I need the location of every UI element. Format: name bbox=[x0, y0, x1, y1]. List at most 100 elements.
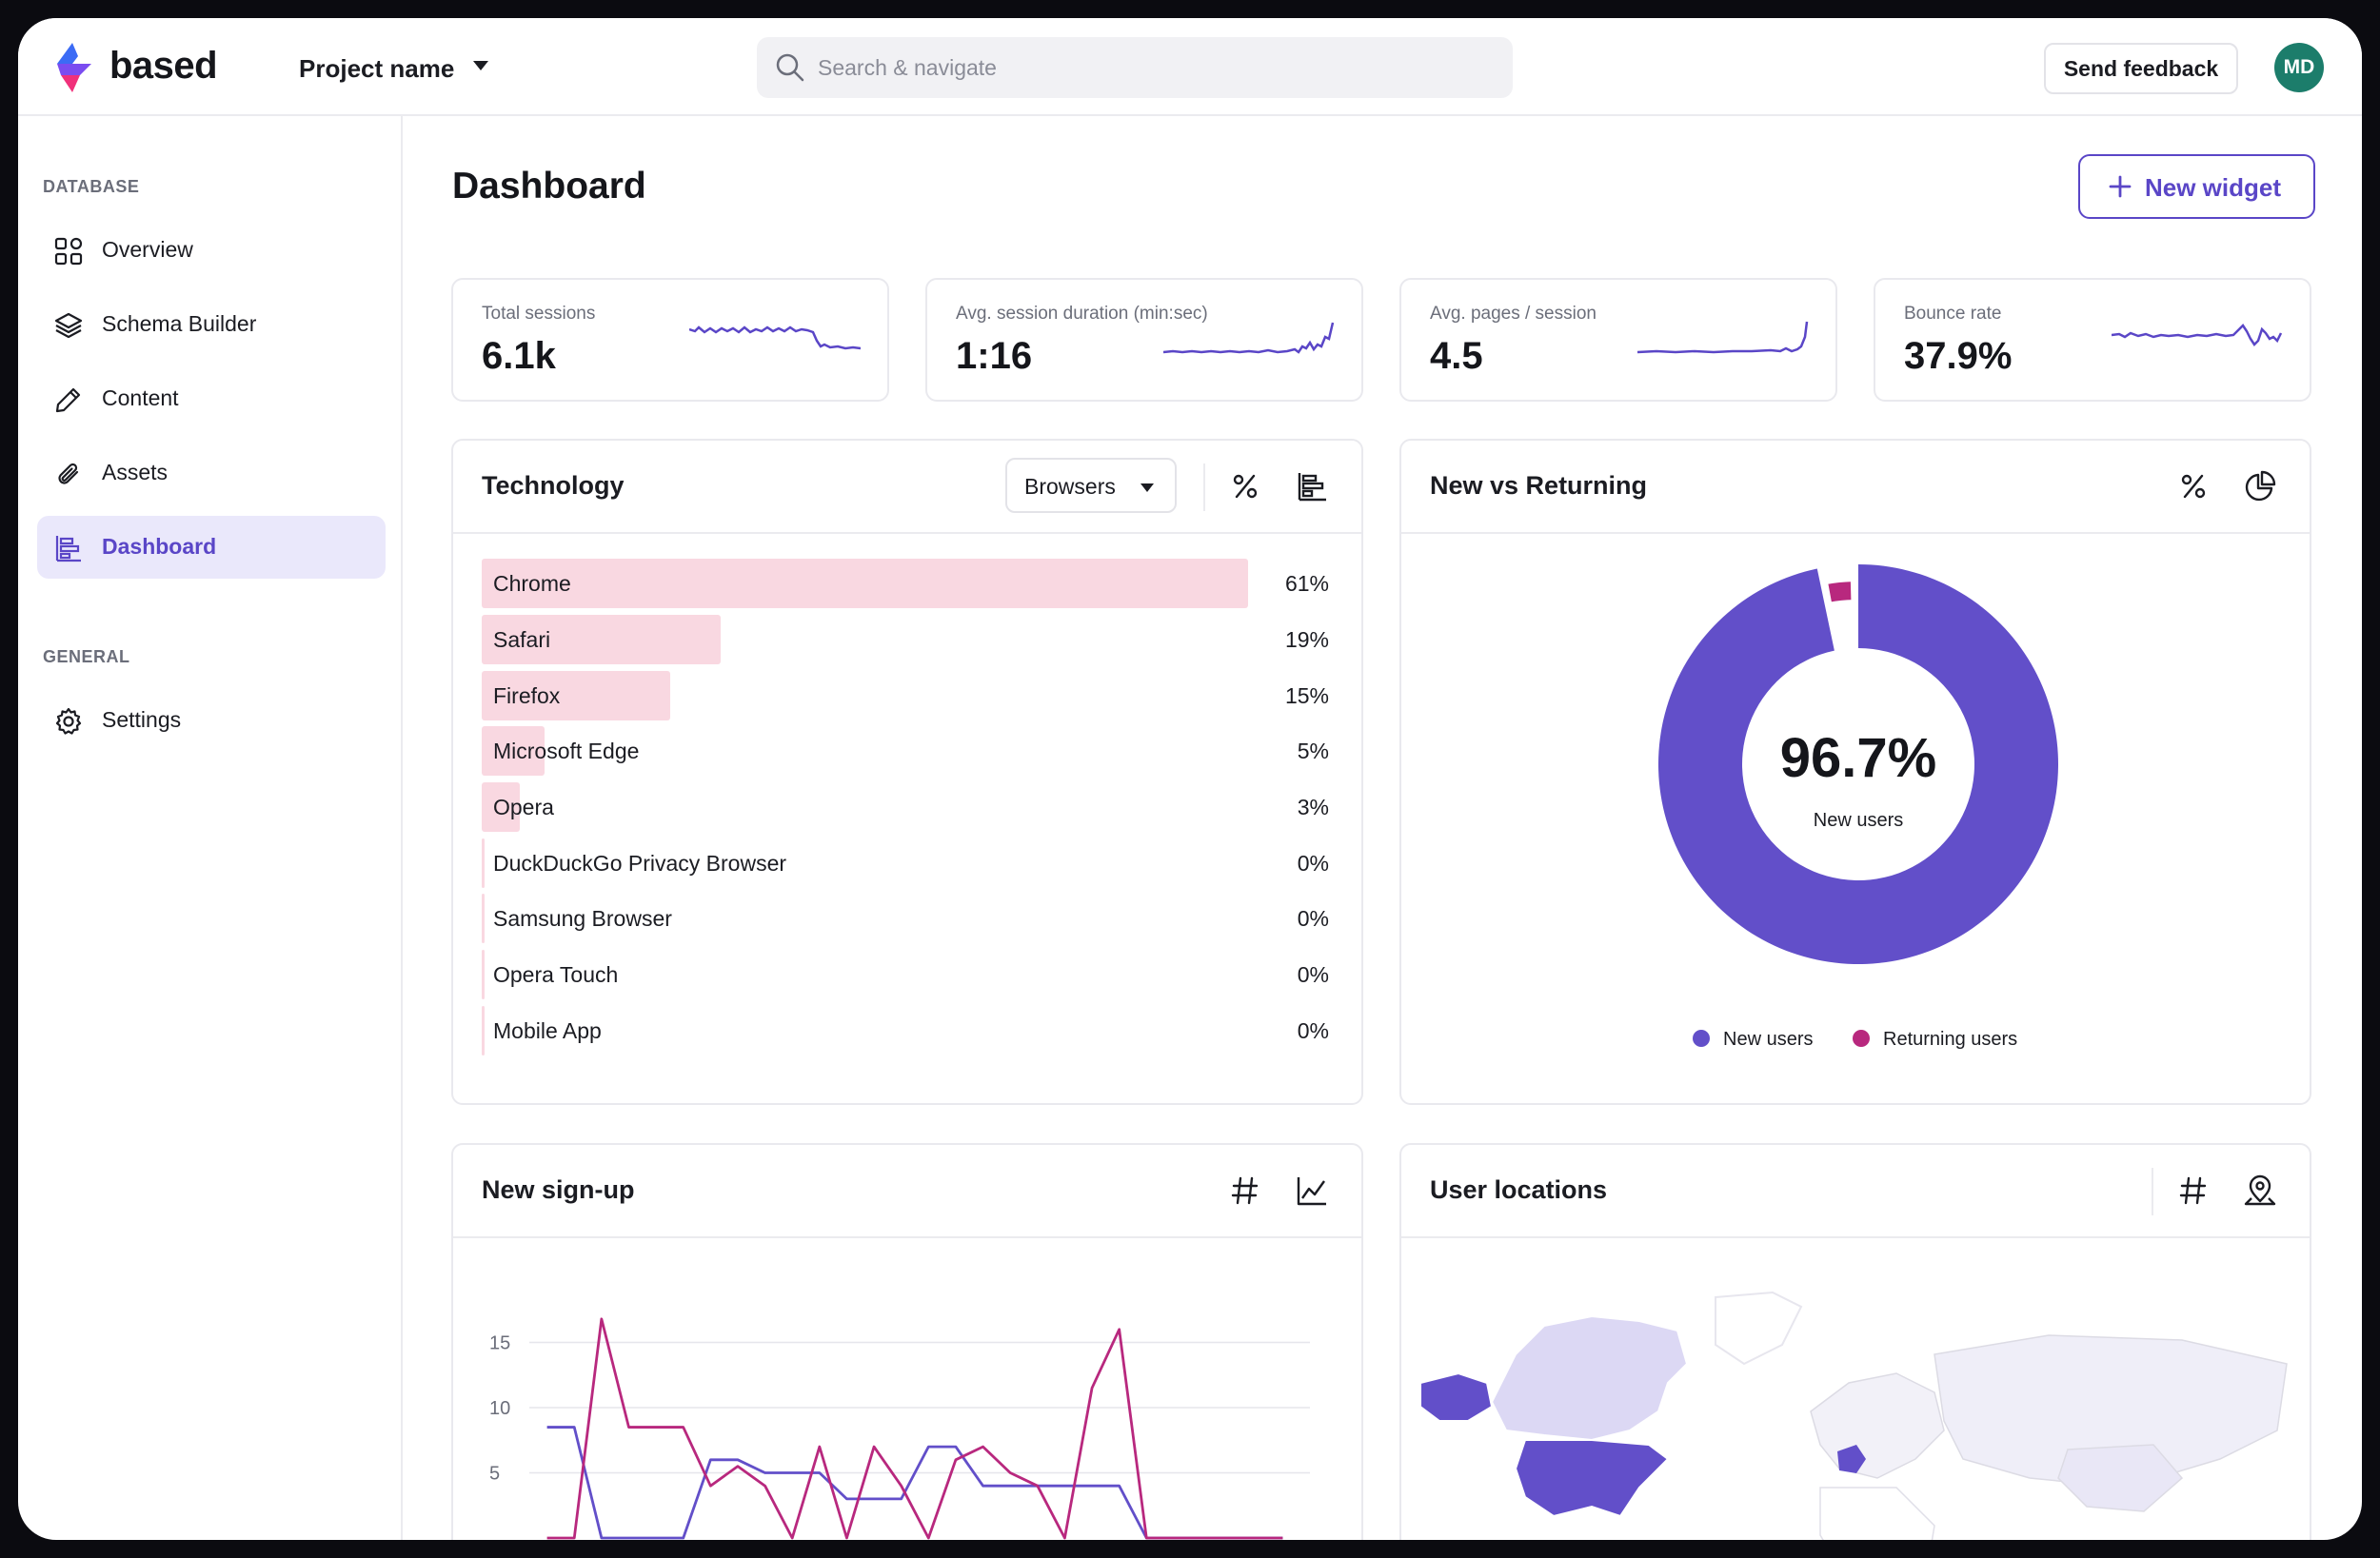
browser-label: DuckDuckGo Privacy Browser bbox=[493, 851, 787, 876]
bar-fill bbox=[482, 726, 545, 776]
card-title: New sign-up bbox=[482, 1175, 635, 1204]
browser-value: 61% bbox=[1284, 571, 1329, 596]
browsers-select[interactable]: Browsers bbox=[1005, 458, 1177, 513]
map-canada bbox=[1490, 1314, 1689, 1442]
avatar[interactable]: MD bbox=[2274, 43, 2324, 92]
sidebar-item-assets[interactable]: Assets bbox=[37, 442, 386, 504]
hash-icon[interactable] bbox=[1224, 1170, 1266, 1212]
browser-row[interactable]: Opera 3% bbox=[482, 782, 1329, 832]
card-header: Technology Browsers bbox=[453, 441, 1361, 534]
new-signup-card: New sign-up 5 10 15 bbox=[451, 1143, 1363, 1540]
sidebar: DATABASE Overview Schema Builder Content… bbox=[18, 116, 403, 1540]
legend-label: New users bbox=[1723, 1029, 1814, 1050]
sidebar-item-dashboard[interactable]: Dashboard bbox=[37, 516, 386, 579]
series-line-0[interactable] bbox=[546, 1426, 1283, 1540]
bar-fill bbox=[482, 894, 485, 943]
browser-label: Opera Touch bbox=[493, 962, 619, 987]
sparkline bbox=[689, 325, 861, 350]
percent-icon[interactable] bbox=[1224, 465, 1266, 507]
kpi-value: 37.9% bbox=[1904, 335, 2013, 377]
map-alaska bbox=[1419, 1371, 1494, 1422]
browser-value: 5% bbox=[1297, 739, 1329, 763]
new-vs-returning-card: New vs Returning 96.7% New users New use… bbox=[1399, 439, 2311, 1105]
divider bbox=[1203, 463, 1205, 511]
search-input[interactable] bbox=[818, 37, 1484, 98]
browser-row[interactable]: DuckDuckGo Privacy Browser 0% bbox=[482, 838, 1329, 888]
browser-row[interactable]: Opera Touch 0% bbox=[482, 950, 1329, 999]
sidebar-item-settings[interactable]: Settings bbox=[37, 689, 386, 752]
browser-value: 0% bbox=[1297, 962, 1329, 987]
send-feedback-button[interactable]: Send feedback bbox=[2044, 43, 2238, 94]
browser-value: 19% bbox=[1284, 627, 1329, 652]
world-map bbox=[1419, 1291, 2288, 1540]
pencil-icon bbox=[55, 387, 81, 413]
app-window: based Project name Send feedback MD DATA… bbox=[18, 18, 2362, 1540]
paperclip-icon bbox=[58, 463, 79, 484]
browser-row[interactable]: Microsoft Edge 5% bbox=[482, 726, 1329, 776]
browser-row[interactable]: Samsung Browser 0% bbox=[482, 894, 1329, 943]
signup-line-chart: 5 10 15 bbox=[489, 1317, 1310, 1540]
browser-label: Safari bbox=[493, 627, 551, 652]
sparkline bbox=[1637, 321, 1809, 354]
based-logo-icon bbox=[57, 43, 91, 92]
bar-fill bbox=[482, 782, 520, 832]
gear-icon bbox=[55, 707, 82, 735]
map-pin-icon[interactable] bbox=[2239, 1170, 2281, 1212]
browser-value: 0% bbox=[1297, 851, 1329, 876]
bar-fill bbox=[482, 559, 1248, 608]
donut-slice-returning-users[interactable] bbox=[1823, 578, 1855, 606]
search-bar[interactable] bbox=[757, 37, 1513, 98]
card-header: New sign-up bbox=[453, 1145, 1361, 1238]
kpi-card-bounce-rate[interactable]: Bounce rate 37.9% bbox=[1874, 278, 2311, 402]
donut-center-label: New users bbox=[1813, 810, 1904, 831]
kpi-card-total-sessions[interactable]: Total sessions 6.1k bbox=[451, 278, 889, 402]
chevron-down-icon[interactable] bbox=[473, 61, 488, 70]
browser-row[interactable]: Mobile App 0% bbox=[482, 1006, 1329, 1055]
percent-icon[interactable] bbox=[2172, 465, 2214, 507]
card-title: Technology bbox=[482, 471, 625, 500]
kpi-card-avg-session-duration[interactable]: Avg. session duration (min:sec) 1:16 bbox=[925, 278, 1363, 402]
bar-fill bbox=[482, 1006, 485, 1055]
bar-chart-icon bbox=[55, 536, 81, 562]
series-line-1[interactable] bbox=[546, 1317, 1283, 1540]
sidebar-item-schema-builder[interactable]: Schema Builder bbox=[37, 293, 386, 356]
donut-chart bbox=[1658, 564, 2058, 964]
sidebar-item-content[interactable]: Content bbox=[37, 367, 386, 430]
project-selector[interactable]: Project name bbox=[299, 54, 455, 83]
search-icon bbox=[776, 53, 804, 82]
browser-label: Mobile App bbox=[493, 1018, 602, 1043]
map-france bbox=[1837, 1445, 1866, 1473]
kpi-card-avg-pages[interactable]: Avg. pages / session 4.5 bbox=[1399, 278, 1837, 402]
sidebar-item-overview[interactable]: Overview bbox=[37, 219, 386, 282]
user-locations-card: User locations bbox=[1399, 1143, 2311, 1540]
map-russia-asia bbox=[1934, 1334, 2288, 1489]
page-title: Dashboard bbox=[452, 166, 646, 207]
donut-center-value: 96.7% bbox=[1779, 727, 1937, 789]
browser-row[interactable]: Chrome 61% bbox=[482, 559, 1329, 608]
donut-slice-new-users[interactable] bbox=[1658, 564, 2058, 964]
layers-icon bbox=[54, 312, 83, 339]
legend-new-users[interactable]: New users bbox=[1693, 1029, 1813, 1051]
browser-row[interactable]: Safari 19% bbox=[482, 615, 1329, 664]
map-europe bbox=[1810, 1372, 1945, 1479]
map-greenland bbox=[1715, 1291, 1803, 1366]
browser-value: 0% bbox=[1297, 1018, 1329, 1043]
browser-row[interactable]: Firefox 15% bbox=[482, 671, 1329, 720]
select-value: Browsers bbox=[1024, 474, 1116, 499]
sidebar-item-label: Settings bbox=[102, 707, 182, 732]
pie-chart-icon[interactable] bbox=[2239, 465, 2281, 507]
map-africa bbox=[1819, 1487, 1935, 1540]
new-widget-label: New widget bbox=[2145, 173, 2282, 202]
legend-returning-users[interactable]: Returning users bbox=[1853, 1029, 2017, 1051]
bar-chart-icon[interactable] bbox=[1291, 465, 1333, 507]
card-title: User locations bbox=[1430, 1175, 1608, 1204]
hash-icon[interactable] bbox=[2172, 1170, 2214, 1212]
new-widget-button[interactable]: New widget bbox=[2078, 154, 2315, 219]
technology-card: Technology Browsers Chrome 61% Safari 19% … bbox=[451, 439, 1363, 1105]
line-chart-icon[interactable] bbox=[1291, 1170, 1333, 1212]
top-bar: based Project name Send feedback MD bbox=[18, 18, 2362, 116]
y-tick-label: 5 bbox=[489, 1464, 500, 1485]
sidebar-section-general: GENERAL bbox=[43, 647, 130, 666]
sidebar-item-label: Dashboard bbox=[102, 534, 217, 559]
plus-icon bbox=[2109, 175, 2132, 198]
